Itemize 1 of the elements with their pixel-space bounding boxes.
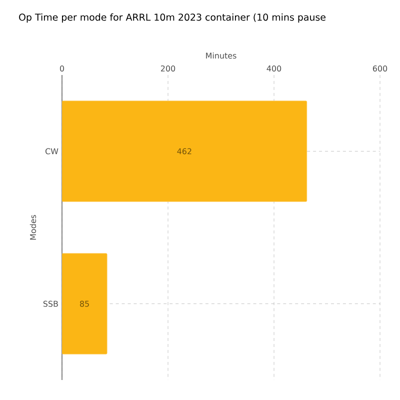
chart-title: Op Time per mode for ARRL 10m 2023 container (10 mins pause: [19, 13, 326, 23]
